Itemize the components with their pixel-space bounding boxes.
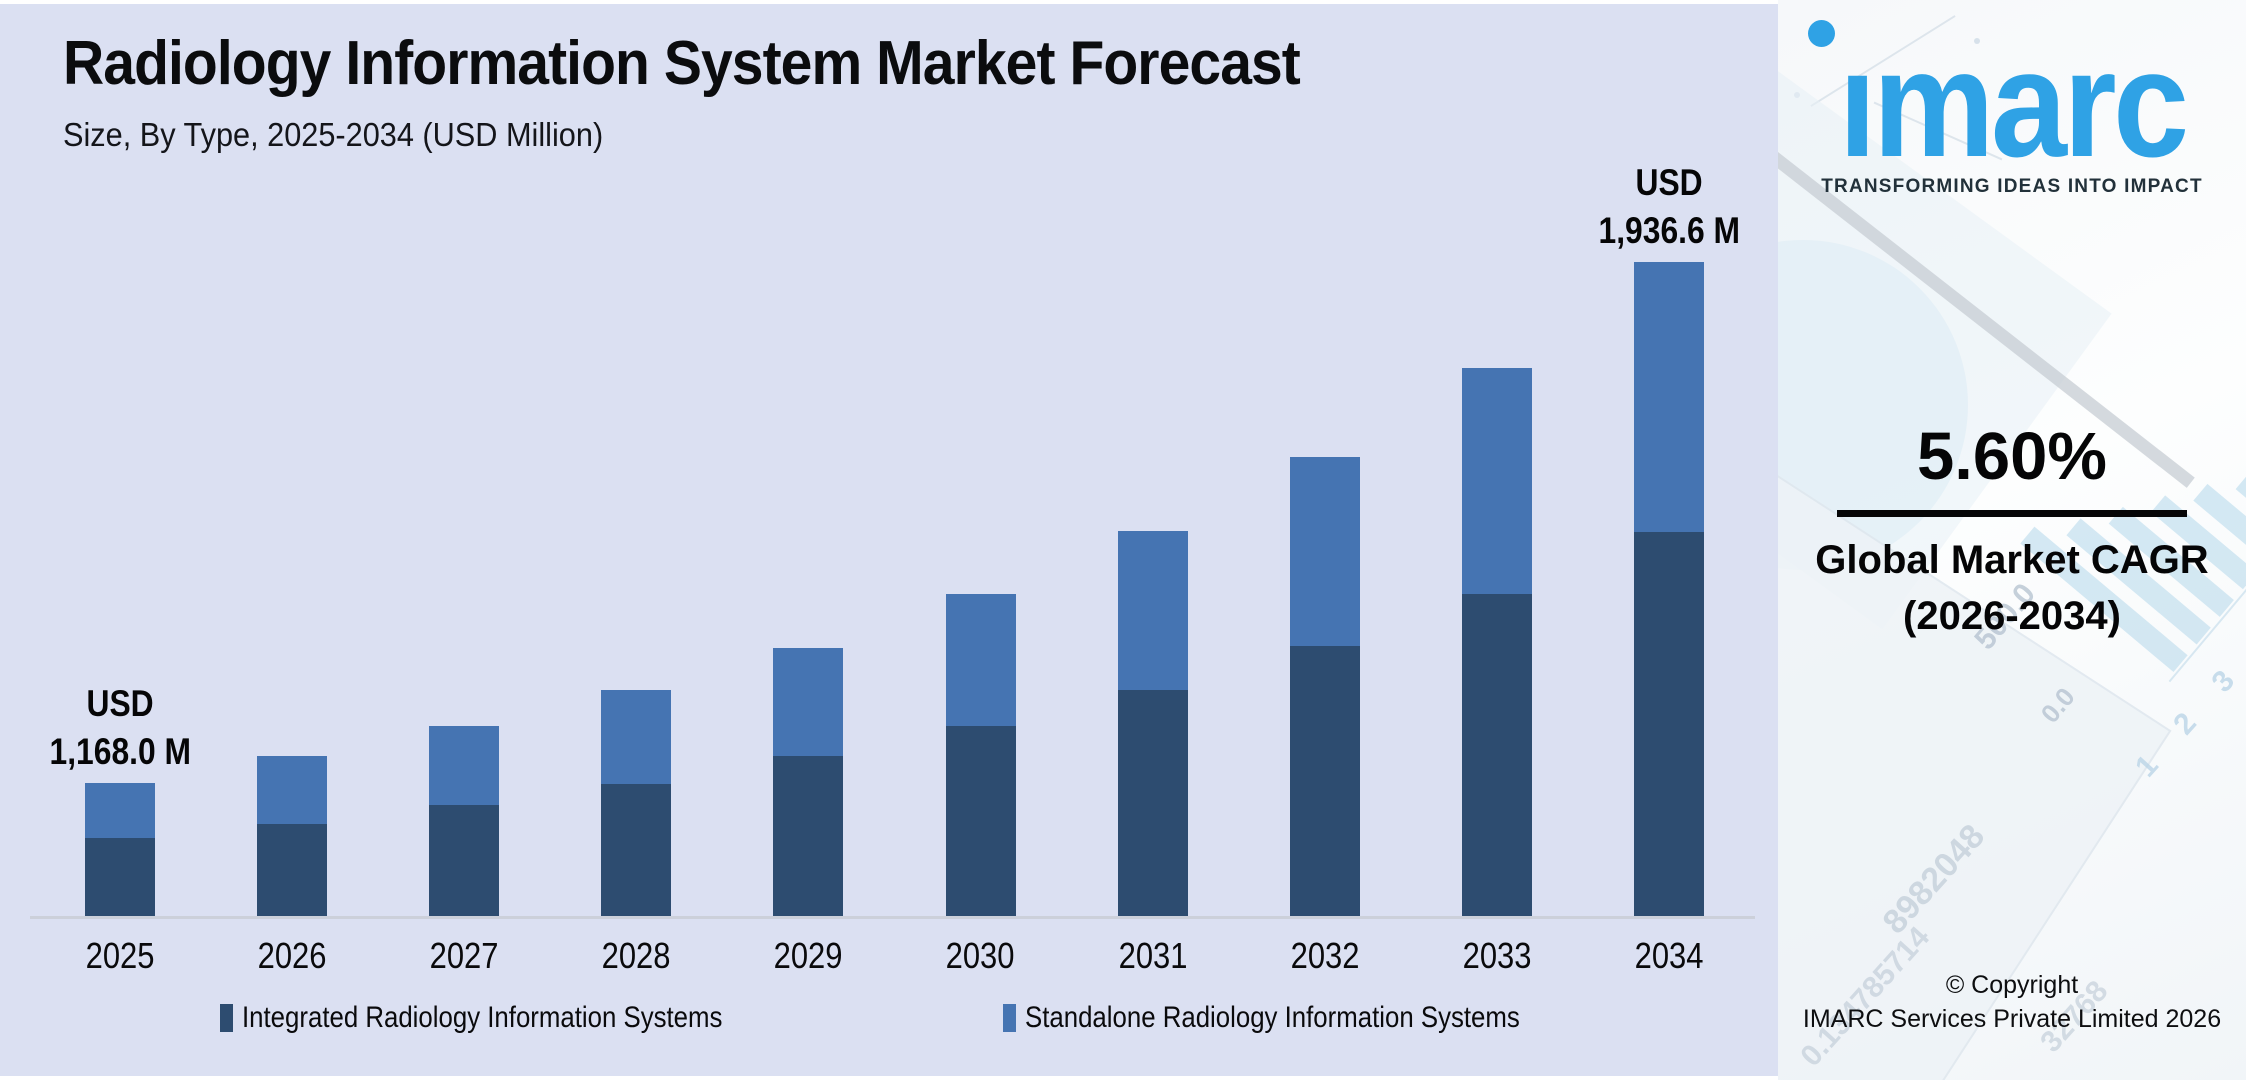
x-axis-label-2027: 2027 [429,935,499,976]
bar-2026-integrated-segment [257,824,328,916]
bar-2027 [429,726,500,916]
bar-2027-standalone-segment [429,726,500,805]
legend-item-standalone: Standalone Radiology Information Systems [1003,1000,1600,1036]
legend-label: Standalone Radiology Information Systems [1025,1001,1520,1034]
bar-2028-standalone-segment [601,690,672,784]
x-axis-label-2028: 2028 [601,935,671,976]
x-axis-label-2032: 2032 [1290,935,1360,976]
bar-2029-standalone-segment [773,648,844,756]
copyright-line2: IMARC Services Private Limited 2026 [1802,1005,2222,1033]
bar-2033-integrated-segment [1461,594,1532,916]
legend-swatch-icon [1003,1004,1016,1032]
bar-2025-integrated-segment [85,838,155,916]
page-subtitle: Size, By Type, 2025-2034 (USD Million) [63,116,604,153]
cagr-value: 5.60% [1917,419,2107,494]
legend-label: Integrated Radiology Information Systems [242,1001,723,1034]
imarc-logo-dot-icon [1808,20,1835,47]
x-axis-label-2033: 2033 [1462,935,1532,976]
x-axis-label-2029: 2029 [773,935,843,976]
kpi-divider [1837,510,2187,517]
imarc-logo: ımarc TRANSFORMING IDEAS INTO IMPACT [1778,0,2246,210]
copyright-line1: © Copyright [1945,971,2079,999]
decor-network-dot [1974,38,1980,44]
bar-2029-integrated-segment [773,756,844,916]
bar-2029 [773,648,844,916]
cagr-label: Global Market CAGR (2026-2034) [1778,532,2246,644]
bar-2025 [85,783,155,916]
bar-2032-standalone-segment [1289,457,1360,646]
brand-panel: 500.0 0.0 1 2 3 4 8982048 0.134785714 32… [1778,0,2246,1080]
bar-2025-standalone-segment [85,783,155,838]
bar-2034 [1633,262,1704,916]
bar-2033-standalone-segment [1461,368,1532,594]
bar-2031 [1117,531,1188,916]
bar-2028-integrated-segment [601,784,672,916]
bar-2026-standalone-segment [257,756,328,824]
bar-2034-integrated-segment [1633,532,1704,916]
data-label-2034: USD 1,936.6 M [1598,162,1740,251]
data-label-2025: USD 1,168.0 M [49,683,191,772]
x-axis-label-2025: 2025 [85,935,155,976]
bar-2028 [601,690,672,916]
copyright: © Copyright IMARC Services Private Limit… [1778,968,2246,1036]
bar-2030-integrated-segment [945,726,1016,916]
bar-2033 [1461,368,1532,916]
cagr-label-line2: (2026-2034) [1903,594,2121,638]
bar-2030-standalone-segment [945,594,1016,726]
x-axis-label-2031: 2031 [1118,935,1188,976]
x-axis-line [30,916,1755,919]
cagr-label-line1: Global Market CAGR [1815,538,2209,582]
bar-2031-integrated-segment [1117,690,1188,916]
bar-2030 [945,594,1016,916]
bar-2026 [257,756,328,916]
x-axis-label-2026: 2026 [257,935,327,976]
bar-2032 [1289,457,1360,916]
x-axis-label-2030: 2030 [946,935,1015,976]
imarc-tagline: TRANSFORMING IDEAS INTO IMPACT [1821,176,2203,197]
x-axis-label-2034: 2034 [1634,935,1704,976]
legend-swatch-icon [220,1004,233,1032]
bar-2027-integrated-segment [429,805,500,916]
bar-2031-standalone-segment [1117,531,1188,690]
chart-panel: Radiology Information System Market Fore… [0,4,1778,1076]
imarc-logo-text: ımarc [1838,19,2189,189]
page-title: Radiology Information System Market Fore… [63,29,1301,98]
bar-2034-standalone-segment [1633,262,1704,532]
bar-chart: 2025 2026 2027 2028 2029 2030 2031 2032 2033 2034… [0,4,1778,1076]
bar-2032-integrated-segment [1289,646,1360,916]
legend-item-integrated: Integrated Radiology Information Systems [220,1000,801,1036]
